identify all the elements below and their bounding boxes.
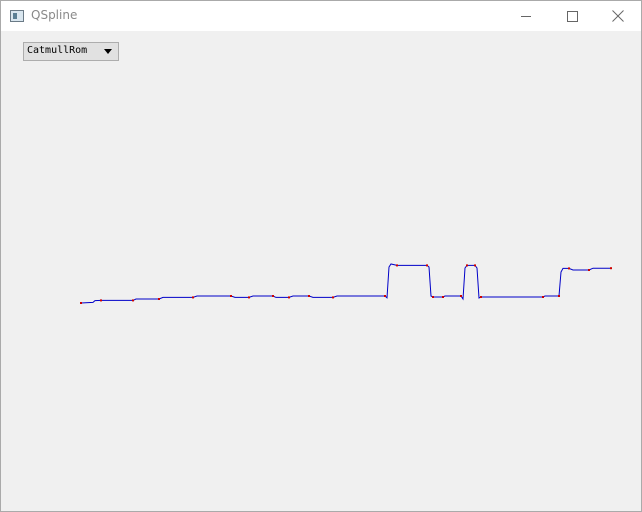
control-point[interactable] — [272, 295, 274, 297]
control-point[interactable] — [288, 296, 290, 299]
control-point[interactable] — [100, 299, 102, 302]
control-point[interactable] — [308, 295, 310, 297]
control-point[interactable] — [466, 264, 468, 267]
control-point[interactable] — [248, 296, 250, 299]
control-point[interactable] — [432, 296, 434, 298]
control-point[interactable] — [588, 269, 590, 271]
control-point[interactable] — [80, 302, 82, 304]
close-button[interactable] — [595, 1, 641, 31]
app-window-icon — [10, 10, 24, 22]
maximize-icon — [567, 11, 578, 22]
title-bar[interactable]: QSpline — [1, 1, 641, 31]
control-point[interactable] — [426, 264, 428, 267]
control-point[interactable] — [332, 296, 334, 299]
spline-curve-line — [80, 263, 611, 304]
control-point[interactable] — [158, 298, 160, 300]
control-point[interactable] — [230, 295, 232, 297]
control-point[interactable] — [474, 264, 476, 267]
control-point[interactable] — [610, 267, 612, 270]
control-point[interactable] — [460, 295, 462, 297]
minimize-icon — [521, 16, 531, 17]
control-point[interactable] — [132, 299, 134, 302]
spline-type-value: CatmullRom — [27, 45, 88, 56]
control-point[interactable] — [542, 296, 544, 298]
control-point[interactable] — [558, 295, 560, 297]
chevron-down-icon — [104, 49, 112, 54]
close-icon — [612, 10, 624, 22]
spline-curve — [80, 263, 611, 304]
control-point[interactable] — [384, 295, 386, 297]
control-point[interactable] — [442, 296, 444, 298]
spline-plot[interactable] — [1, 31, 641, 511]
window-title: QSpline — [31, 8, 78, 22]
control-point[interactable] — [568, 267, 570, 270]
control-point[interactable] — [480, 296, 482, 298]
minimize-button[interactable] — [503, 1, 549, 31]
maximize-button[interactable] — [549, 1, 595, 31]
canvas-area: CatmullRom — [1, 31, 641, 511]
control-point[interactable] — [396, 264, 398, 267]
spline-type-select[interactable]: CatmullRom — [23, 42, 119, 61]
control-point[interactable] — [192, 296, 194, 299]
control-points — [80, 264, 612, 304]
